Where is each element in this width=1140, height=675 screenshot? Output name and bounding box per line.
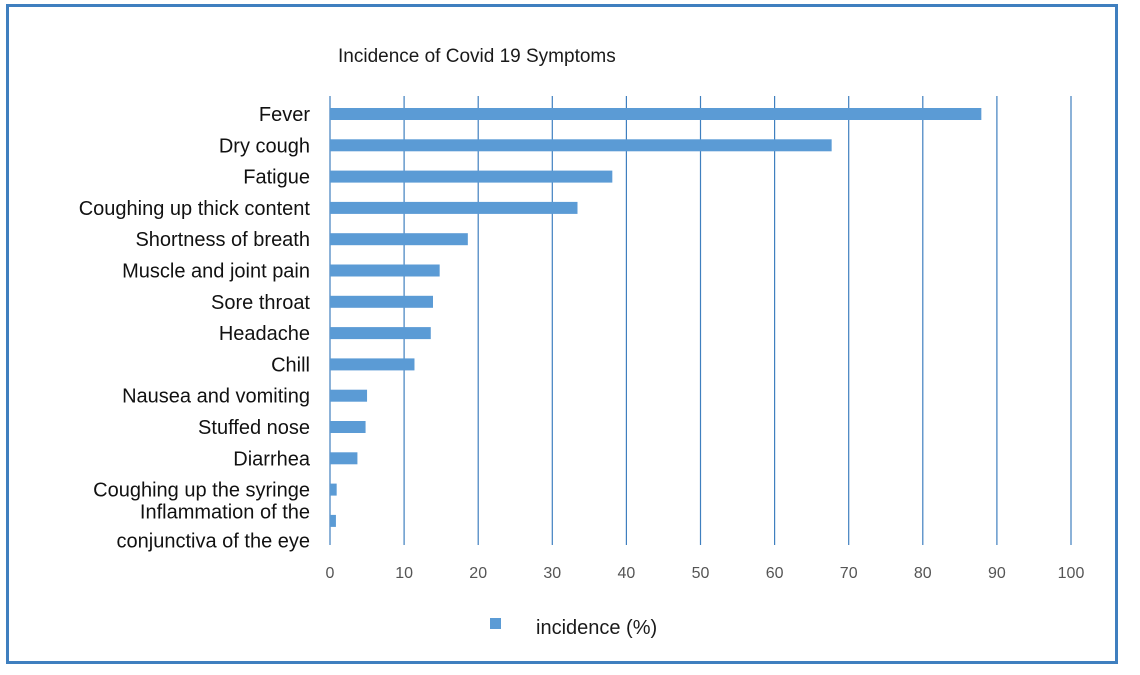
x-tick-label: 100 [1058, 565, 1085, 582]
bar [330, 421, 366, 433]
x-tick-label: 60 [766, 565, 784, 582]
bar [330, 201, 578, 214]
x-tick-label: 20 [469, 565, 487, 582]
bar [330, 295, 433, 308]
x-tick-label: 40 [618, 565, 636, 582]
category-label: Shortness of breath [135, 229, 310, 251]
legend: incidence (%) [490, 617, 657, 639]
bars [330, 108, 982, 527]
category-label: Coughing up the syringe [93, 480, 310, 502]
category-label: Stuffed nose [198, 417, 310, 439]
category-label: Coughing up thick content [79, 198, 311, 220]
category-label: Chill [271, 354, 310, 376]
category-label: Dry cough [219, 135, 310, 157]
bar [330, 483, 337, 496]
category-label: Sore throat [211, 292, 310, 314]
x-tick-label: 50 [692, 565, 710, 582]
bar [330, 233, 468, 246]
chart-title: Incidence of Covid 19 Symptoms [338, 46, 616, 67]
category-labels: Fever Dry cough Fatigue Coughing up thick c… [79, 104, 311, 552]
x-tick-label: 10 [395, 565, 413, 582]
bar [330, 389, 368, 402]
x-tick-label: 70 [840, 565, 858, 582]
category-label: Inflammation of the [140, 501, 310, 523]
x-tick-label: 30 [543, 565, 561, 582]
x-tick-label: 80 [914, 565, 932, 582]
bar [330, 358, 415, 371]
category-label: Fever [259, 104, 310, 126]
bar [330, 452, 358, 465]
legend-swatch [490, 618, 501, 629]
bar [330, 264, 440, 277]
x-tick-label: 90 [988, 565, 1006, 582]
bar [330, 514, 336, 527]
category-label: Muscle and joint pain [122, 261, 310, 283]
bar [330, 170, 613, 183]
x-tick-labels: 0 10 20 30 40 50 60 70 80 90 100 [326, 565, 1085, 582]
legend-label: incidence (%) [536, 617, 657, 639]
bar [330, 108, 982, 120]
category-label: Headache [219, 323, 310, 345]
category-label: Fatigue [243, 167, 310, 189]
category-label: conjunctiva of the eye [117, 530, 310, 552]
x-tick-label: 0 [326, 565, 335, 582]
category-label: Nausea and vomiting [122, 386, 310, 408]
bar [330, 139, 832, 152]
grid-lines [329, 96, 1072, 545]
category-label: Diarrhea [233, 448, 311, 470]
bar [330, 327, 431, 340]
